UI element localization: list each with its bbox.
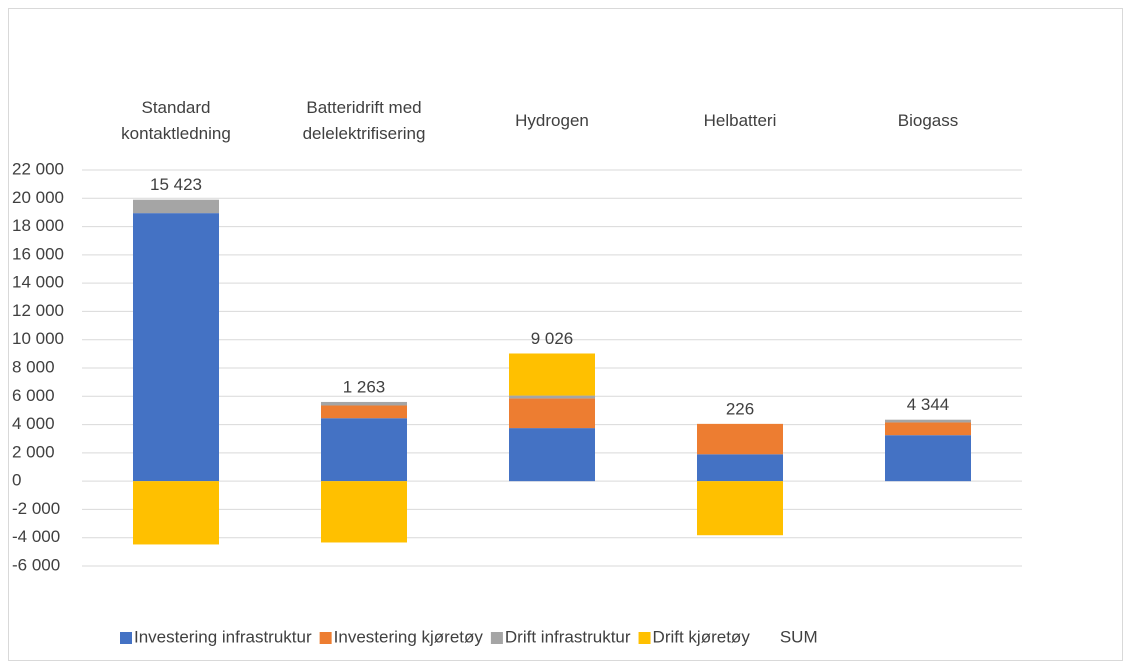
- bar-segment: [885, 419, 971, 423]
- legend-swatch: [120, 632, 132, 644]
- legend-label: SUM: [780, 627, 818, 646]
- bar-segment: [133, 481, 219, 545]
- y-tick-label: -4 000: [12, 527, 60, 546]
- y-tick-label: 4 000: [12, 414, 55, 433]
- bar-segment: [509, 428, 595, 482]
- y-tick-label: 0: [12, 471, 21, 490]
- y-tick-label: 16 000: [12, 244, 64, 263]
- legend-label: Drift kjøretøy: [653, 627, 751, 646]
- bar-segment: [509, 353, 595, 396]
- category-label: Biogass: [898, 111, 958, 130]
- bar-segment: [509, 395, 595, 399]
- y-tick-label: 20 000: [12, 188, 64, 207]
- y-tick-label: 6 000: [12, 386, 55, 405]
- sum-label: 15 423: [150, 175, 202, 194]
- category-label: Helbatteri: [704, 111, 777, 130]
- y-tick-label: 22 000: [12, 159, 64, 178]
- sum-label: 4 344: [907, 395, 950, 414]
- legend-label: Investering infrastruktur: [134, 627, 312, 646]
- sum-label: 9 026: [531, 329, 574, 348]
- legend-swatch: [638, 632, 651, 644]
- bar-segment: [133, 199, 219, 214]
- bar-segment: [133, 213, 219, 482]
- bar-segment: [697, 423, 783, 455]
- category-label: Batteridrift med delelektrifisering: [303, 98, 426, 143]
- legend-swatch: [319, 632, 332, 644]
- bar-segment: [509, 398, 595, 429]
- y-tick-label: 12 000: [12, 301, 64, 320]
- legend-label: Drift infrastruktur: [505, 627, 631, 646]
- category-label: Standard kontaktledning: [121, 98, 231, 143]
- y-tick-label: -2 000: [12, 499, 60, 518]
- bar-segment: [321, 418, 407, 482]
- sum-label: 1 263: [343, 377, 386, 396]
- y-tick-label: 18 000: [12, 216, 64, 235]
- y-tick-label: 10 000: [12, 329, 64, 348]
- bar-segment: [885, 435, 971, 482]
- category-label: Hydrogen: [515, 111, 589, 130]
- y-tick-label: 14 000: [12, 273, 64, 292]
- bar-segment: [697, 481, 783, 536]
- bar-segment: [321, 405, 407, 419]
- bar-segment: [885, 422, 971, 436]
- legend-label: Investering kjøretøy: [334, 627, 484, 646]
- y-tick-label: 8 000: [12, 357, 55, 376]
- legend-swatch: [490, 632, 503, 644]
- y-tick-label: 2 000: [12, 442, 55, 461]
- y-tick-label: -6 000: [12, 555, 60, 574]
- bar-segment: [321, 401, 407, 406]
- bar-segment: [697, 454, 783, 482]
- bar-segment: [321, 481, 407, 543]
- sum-label: 226: [726, 399, 754, 418]
